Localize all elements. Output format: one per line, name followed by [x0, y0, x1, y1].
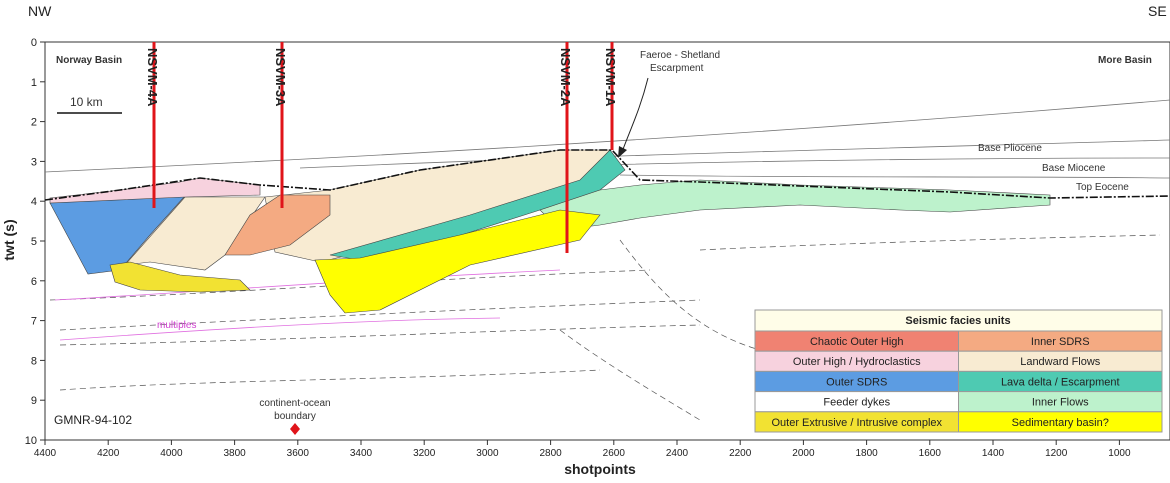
x-axis-label: shotpoints [564, 461, 636, 477]
legend-label: Outer High / Hydroclastics [793, 356, 921, 368]
x-tick-label: 4400 [34, 448, 57, 459]
x-tick-label: 2400 [666, 448, 689, 459]
y-tick-label: 4 [31, 196, 37, 208]
annotation: Norway Basin [56, 55, 122, 66]
legend-label: Lava delta / Escarpment [1001, 376, 1120, 388]
annotation: More Basin [1098, 55, 1152, 66]
y-tick-label: 6 [31, 276, 37, 288]
arrow [622, 78, 648, 152]
y-tick-label: 8 [31, 355, 37, 367]
legend-label: Sedimentary basin? [1012, 417, 1109, 429]
annotation: Base Miocene [1042, 163, 1106, 174]
annotation: 10 km [70, 95, 103, 109]
y-tick-label: 5 [31, 236, 37, 248]
x-tick-label: 1000 [1108, 448, 1131, 459]
y-tick-label: 2 [31, 117, 37, 129]
legend-label: Chaotic Outer High [810, 336, 904, 348]
legend-label: Outer SDRS [826, 376, 887, 388]
y-tick-label: 0 [31, 37, 37, 49]
x-tick-label: 1600 [919, 448, 942, 459]
x-tick-label: 1200 [1045, 448, 1068, 459]
x-tick-label: 2600 [603, 448, 626, 459]
legend-label: Outer Extrusive / Intrusive complex [771, 417, 942, 429]
well-label: NSVM-3A [273, 48, 288, 107]
x-tick-label: 1400 [982, 448, 1005, 459]
annotation: boundary [274, 411, 316, 422]
legend-title: Seismic facies units [905, 315, 1010, 327]
legend-label: Feeder dykes [823, 397, 890, 409]
facies-bodies [45, 150, 1170, 313]
x-tick-label: 1800 [855, 448, 878, 459]
y-axis-label: twt (s) [1, 219, 17, 260]
legend-label: Inner SDRS [1031, 336, 1090, 348]
x-tick-label: 4200 [97, 448, 120, 459]
annotation: Escarpment [650, 63, 704, 74]
annotation: multiples [157, 320, 196, 331]
x-tick-label: 3800 [223, 448, 246, 459]
x-tick-label: 3200 [413, 448, 436, 459]
x-tick-label: 2200 [729, 448, 752, 459]
x-tick-label: 3000 [476, 448, 499, 459]
y-tick-label: 1 [31, 77, 37, 89]
se-label: SE [1148, 3, 1167, 19]
well-label: NSVM-1A [603, 48, 618, 107]
legend: Seismic facies units Chaotic Outer High I… [755, 310, 1162, 432]
nw-label: NW [28, 3, 52, 19]
annotation: Top Eocene [1076, 182, 1129, 193]
y-tick-label: 3 [31, 156, 37, 168]
legend-label: Inner Flows [1032, 397, 1089, 409]
y-tick-label: 7 [31, 316, 37, 328]
x-tick-label: 3600 [287, 448, 310, 459]
annotation: Faeroe - Shetland [640, 50, 720, 61]
annotation: GMNR-94-102 [54, 413, 132, 427]
annotation: Base Pliocene [978, 143, 1042, 154]
x-tick-label: 2800 [539, 448, 562, 459]
boundary-marker [290, 423, 300, 435]
seismic-figure: NW SE twt (s) shotpoints NSVM-4A NSVM-3A [0, 0, 1170, 483]
well-label: NSVM-2A [558, 48, 573, 107]
y-tick-label: 10 [25, 435, 37, 447]
legend-label: Landward Flows [1020, 356, 1101, 368]
annotation: continent-ocean [259, 398, 330, 409]
y-tick-label: 9 [31, 395, 37, 407]
x-tick-label: 2000 [792, 448, 815, 459]
x-tick-label: 4000 [160, 448, 183, 459]
well-label: NSVM-4A [145, 48, 160, 107]
x-tick-label: 3400 [350, 448, 373, 459]
